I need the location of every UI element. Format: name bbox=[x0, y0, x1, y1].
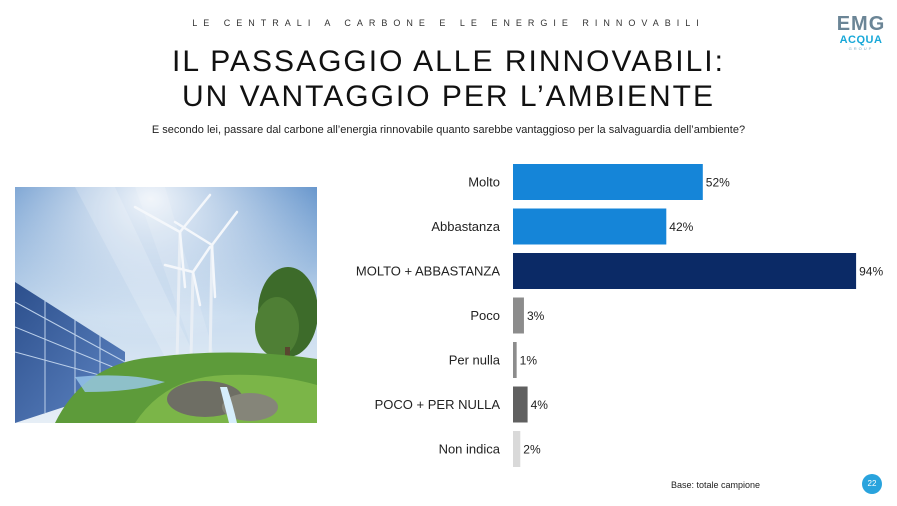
logo-text-acqua: ACQUA bbox=[839, 34, 883, 46]
page-number-badge: 22 bbox=[862, 474, 882, 494]
title-line-2: UN VANTAGGIO PER L’AMBIENTE bbox=[182, 80, 715, 113]
bar bbox=[513, 297, 524, 334]
value-label: 1% bbox=[520, 354, 538, 368]
survey-question: E secondo lei, passare dal carbone all’e… bbox=[151, 124, 746, 136]
category-label: MOLTO + ABBASTANZA bbox=[356, 264, 500, 279]
value-label: 4% bbox=[531, 398, 549, 412]
section-kicker: LE CENTRALI A CARBONE E LE ENERGIE RINNO… bbox=[192, 18, 705, 28]
bar bbox=[513, 431, 521, 467]
value-label: 52% bbox=[706, 176, 730, 190]
bar bbox=[513, 342, 517, 378]
value-label: 3% bbox=[527, 309, 545, 323]
sample-base-note: Base: totale campione bbox=[671, 480, 761, 490]
bar bbox=[513, 253, 857, 289]
title-line-1: IL PASSAGGIO ALLE RINNOVABILI: bbox=[172, 45, 725, 78]
category-label: Abbastanza bbox=[431, 219, 500, 234]
value-label: 42% bbox=[669, 220, 693, 234]
category-label: Poco bbox=[470, 308, 500, 323]
bar bbox=[513, 208, 667, 245]
logo-text-emg: EMG bbox=[836, 13, 886, 35]
category-label: Per nulla bbox=[449, 353, 501, 368]
value-label: 94% bbox=[859, 265, 883, 279]
category-label: Non indica bbox=[439, 442, 501, 457]
bar bbox=[513, 164, 703, 200]
wind-solar-photo bbox=[15, 187, 317, 423]
logo-text-group: GROUP bbox=[848, 46, 874, 51]
category-label: POCO + PER NULLA bbox=[375, 397, 501, 412]
value-label: 2% bbox=[523, 443, 541, 457]
bar-chart: Molto 52% Abbastanza 42% MOLTO + ABBASTANZA 9… bbox=[356, 164, 883, 467]
company-logo: EMG ACQUA GROUP bbox=[832, 14, 890, 52]
category-label: Molto bbox=[468, 175, 500, 190]
slide-title: IL PASSAGGIO ALLE RINNOVABILI: UN VANTAG… bbox=[0, 44, 897, 114]
bar bbox=[513, 386, 528, 423]
